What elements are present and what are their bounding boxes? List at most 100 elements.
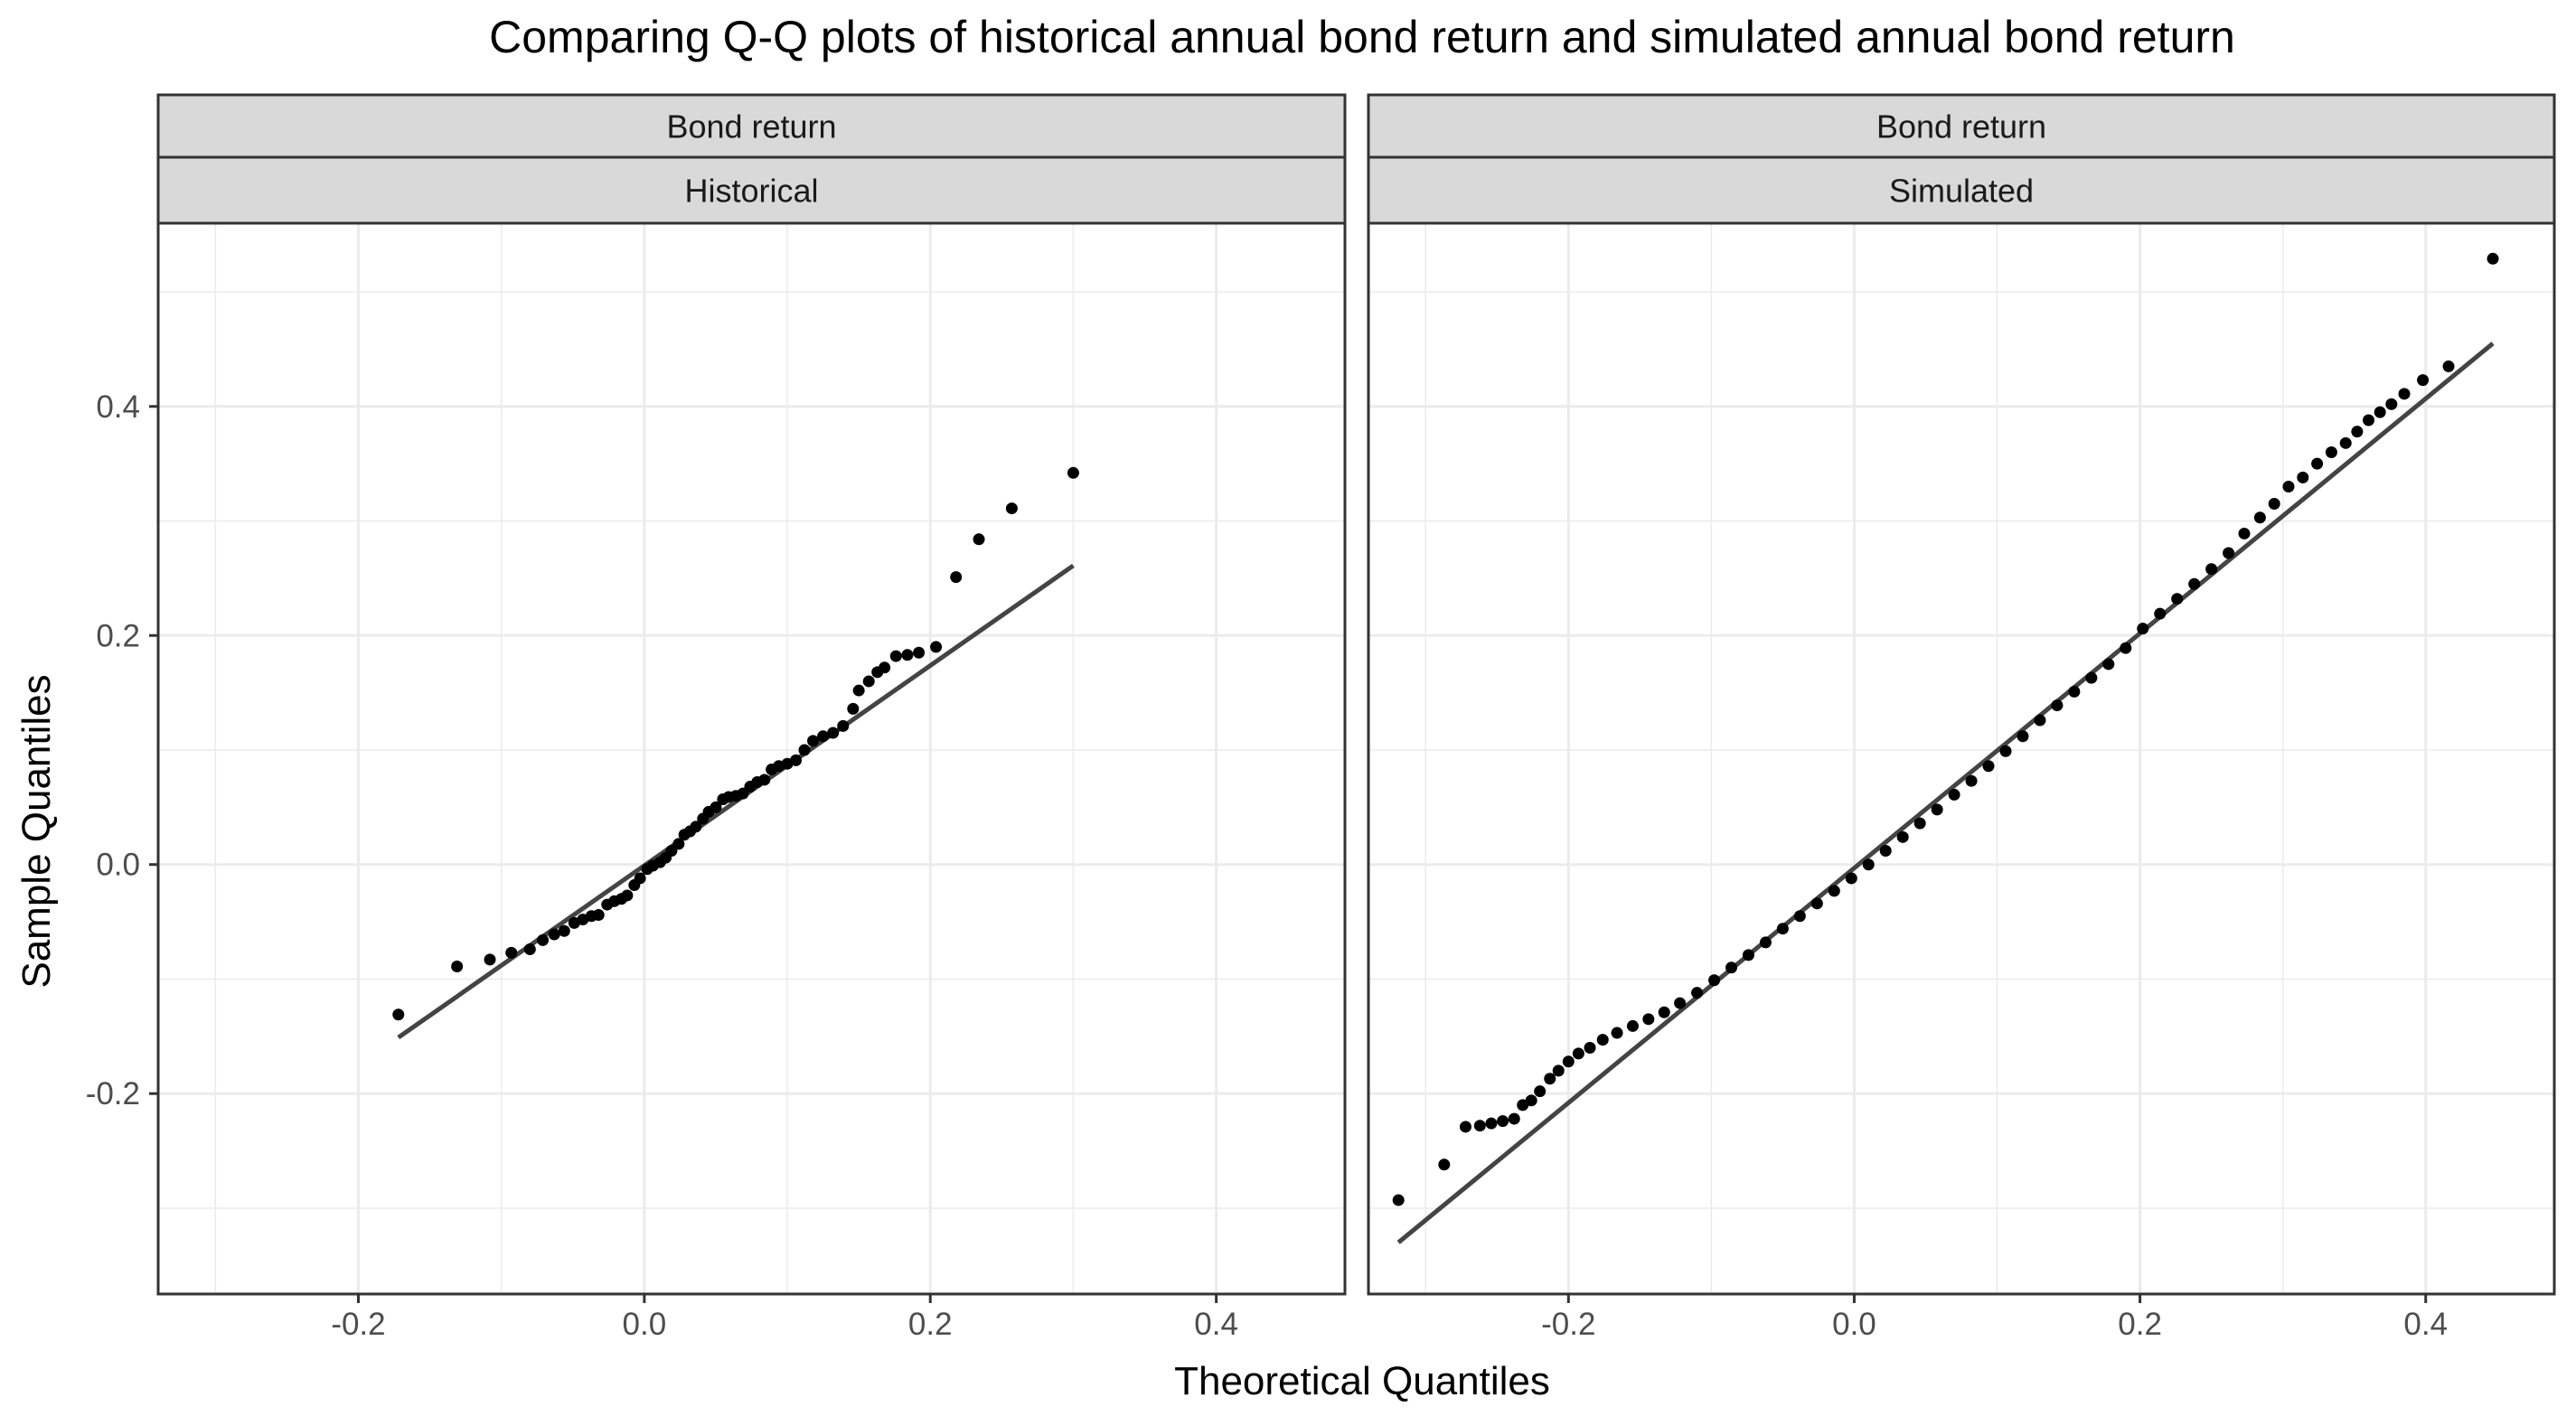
data-point bbox=[1473, 1120, 1486, 1132]
data-point bbox=[1896, 830, 1909, 843]
data-point bbox=[2398, 388, 2411, 400]
plot-background bbox=[158, 223, 1345, 1294]
plot-background bbox=[1368, 223, 2554, 1294]
data-point bbox=[973, 533, 985, 546]
data-point bbox=[2339, 436, 2352, 449]
data-point bbox=[1596, 1034, 1609, 1046]
y-tick-label: 0.2 bbox=[96, 618, 140, 653]
data-point bbox=[1948, 788, 1960, 801]
data-point bbox=[2102, 658, 2115, 670]
data-point bbox=[930, 641, 943, 653]
data-point bbox=[790, 754, 803, 766]
data-point bbox=[758, 774, 771, 786]
data-point bbox=[710, 801, 722, 813]
data-point bbox=[901, 649, 914, 661]
facet-strip-bottom bbox=[156, 155, 1347, 225]
data-point bbox=[950, 571, 963, 584]
x-tick-label: 0.0 bbox=[623, 1307, 667, 1342]
data-point bbox=[1879, 845, 1892, 858]
x-tick-label: -0.2 bbox=[1541, 1307, 1595, 1342]
data-point bbox=[2351, 426, 2364, 438]
data-point bbox=[1810, 897, 1823, 910]
data-point bbox=[690, 821, 702, 833]
data-point bbox=[505, 946, 518, 959]
data-point bbox=[1759, 936, 1772, 949]
data-point bbox=[2068, 685, 2081, 698]
y-axis-label: Sample Quantiles bbox=[14, 674, 59, 988]
data-point bbox=[2137, 623, 2149, 635]
data-point bbox=[2085, 671, 2098, 684]
data-point bbox=[2297, 471, 2309, 483]
data-point bbox=[1691, 987, 1704, 999]
data-point bbox=[862, 675, 875, 688]
data-point bbox=[1982, 760, 1995, 773]
data-point bbox=[1862, 858, 1875, 871]
data-point bbox=[2205, 563, 2218, 576]
y-tick-label: -0.2 bbox=[86, 1076, 140, 1111]
facet-strip-top-label: Bond return bbox=[666, 108, 836, 145]
data-point bbox=[1674, 997, 1687, 1009]
data-point bbox=[1572, 1047, 1584, 1060]
data-point bbox=[1776, 923, 1789, 935]
data-point bbox=[852, 684, 865, 697]
data-point bbox=[1485, 1117, 1498, 1130]
data-point bbox=[1725, 961, 1738, 974]
facet-strip-top-label: Bond return bbox=[1876, 108, 2046, 145]
data-point bbox=[634, 872, 646, 885]
data-point bbox=[537, 933, 550, 946]
data-point bbox=[2282, 480, 2295, 492]
x-tick-label: 0.0 bbox=[1832, 1307, 1876, 1342]
data-point bbox=[2171, 593, 2184, 605]
data-point bbox=[807, 735, 820, 747]
facet-strip-top bbox=[156, 93, 1347, 159]
data-point bbox=[1508, 1112, 1520, 1125]
data-point bbox=[1552, 1064, 1565, 1077]
data-point bbox=[621, 889, 634, 902]
data-point bbox=[1497, 1115, 1509, 1128]
data-point bbox=[2223, 547, 2235, 559]
data-point bbox=[1525, 1094, 1537, 1107]
x-tick-label: 0.4 bbox=[2403, 1307, 2448, 1342]
data-point bbox=[2188, 577, 2201, 590]
x-tick-label: 0.4 bbox=[1194, 1307, 1238, 1342]
facet-strip-bottom bbox=[1367, 155, 2556, 225]
data-point bbox=[2442, 360, 2455, 372]
data-point bbox=[2374, 406, 2386, 418]
data-point bbox=[798, 744, 811, 756]
data-point bbox=[2154, 607, 2167, 620]
chart-title: Comparing Q-Q plots of historical annual… bbox=[489, 12, 2235, 62]
data-point bbox=[558, 924, 570, 937]
data-point bbox=[1562, 1055, 1575, 1068]
data-point bbox=[913, 646, 926, 659]
data-point bbox=[1067, 466, 1079, 479]
data-point bbox=[2385, 398, 2398, 410]
data-point bbox=[2051, 699, 2064, 712]
data-point bbox=[484, 953, 496, 966]
y-tick-label: 0.0 bbox=[96, 848, 140, 883]
facet-strip-bottom-label: Simulated bbox=[1889, 173, 2034, 210]
data-point bbox=[2487, 252, 2499, 265]
data-point bbox=[2417, 374, 2430, 387]
data-point bbox=[1742, 949, 1754, 961]
facet-strip-bottom-label: Historical bbox=[684, 173, 818, 210]
data-point bbox=[1392, 1194, 1405, 1206]
y-tick-label: 0.4 bbox=[96, 389, 140, 425]
data-point bbox=[2238, 527, 2251, 539]
x-tick-label: 0.2 bbox=[908, 1307, 953, 1342]
data-point bbox=[1828, 885, 1840, 897]
panel-border bbox=[1367, 221, 2556, 1296]
panel-border bbox=[156, 221, 1347, 1296]
facet-panels: Bond return Historical -0.2 0.0 0.2 0.4 -0.2 0.… bbox=[86, 93, 2556, 1342]
data-point bbox=[1965, 774, 1978, 787]
data-point bbox=[2034, 714, 2046, 727]
data-point bbox=[2017, 730, 2029, 743]
data-point bbox=[2253, 511, 2266, 524]
panel-2: Bond return Simulated -0.2 0.0 0.2 0.4 bbox=[1367, 93, 2556, 1342]
data-point bbox=[1793, 910, 1806, 923]
data-point bbox=[1642, 1013, 1655, 1026]
data-point bbox=[451, 961, 464, 973]
data-point bbox=[672, 838, 685, 850]
qq-reference-line bbox=[1396, 342, 2495, 1244]
data-point bbox=[847, 702, 860, 715]
